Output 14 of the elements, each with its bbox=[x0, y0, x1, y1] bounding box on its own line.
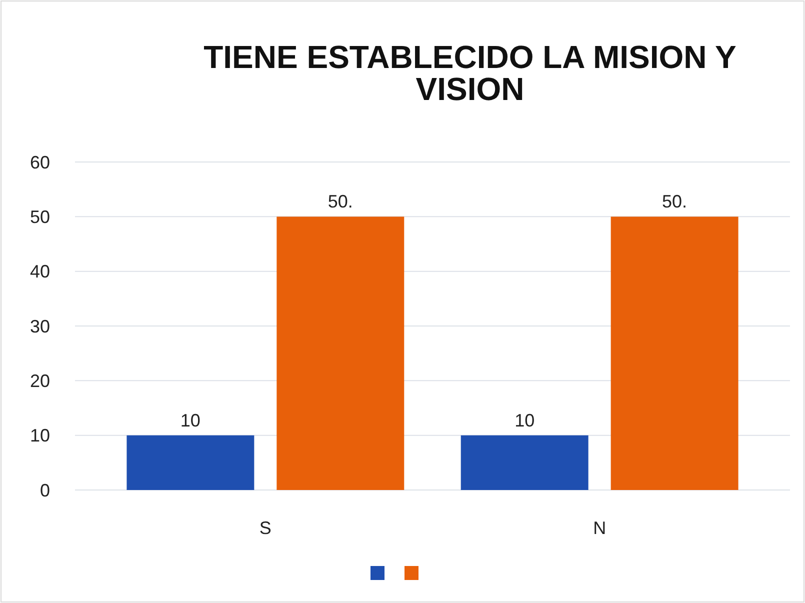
data-label: 10 bbox=[514, 410, 535, 430]
x-tick-label: N bbox=[593, 518, 606, 538]
data-label: 50. bbox=[328, 192, 353, 212]
x-tick-label: S bbox=[259, 518, 272, 538]
y-tick-label: 0 bbox=[40, 480, 50, 500]
y-tick-label: 30 bbox=[30, 316, 50, 336]
y-tick-label: 50 bbox=[30, 206, 50, 227]
chart-title: TIENE ESTABLECIDO LA MISION Y VISION bbox=[204, 39, 736, 107]
data-label: 50. bbox=[662, 192, 688, 212]
y-tick-label: 10 bbox=[30, 426, 50, 446]
data-label: 10 bbox=[180, 410, 200, 430]
y-tick-label: 40 bbox=[30, 262, 50, 282]
y-tick-label: 60 bbox=[30, 152, 50, 172]
y-tick-label: 20 bbox=[30, 370, 50, 391]
